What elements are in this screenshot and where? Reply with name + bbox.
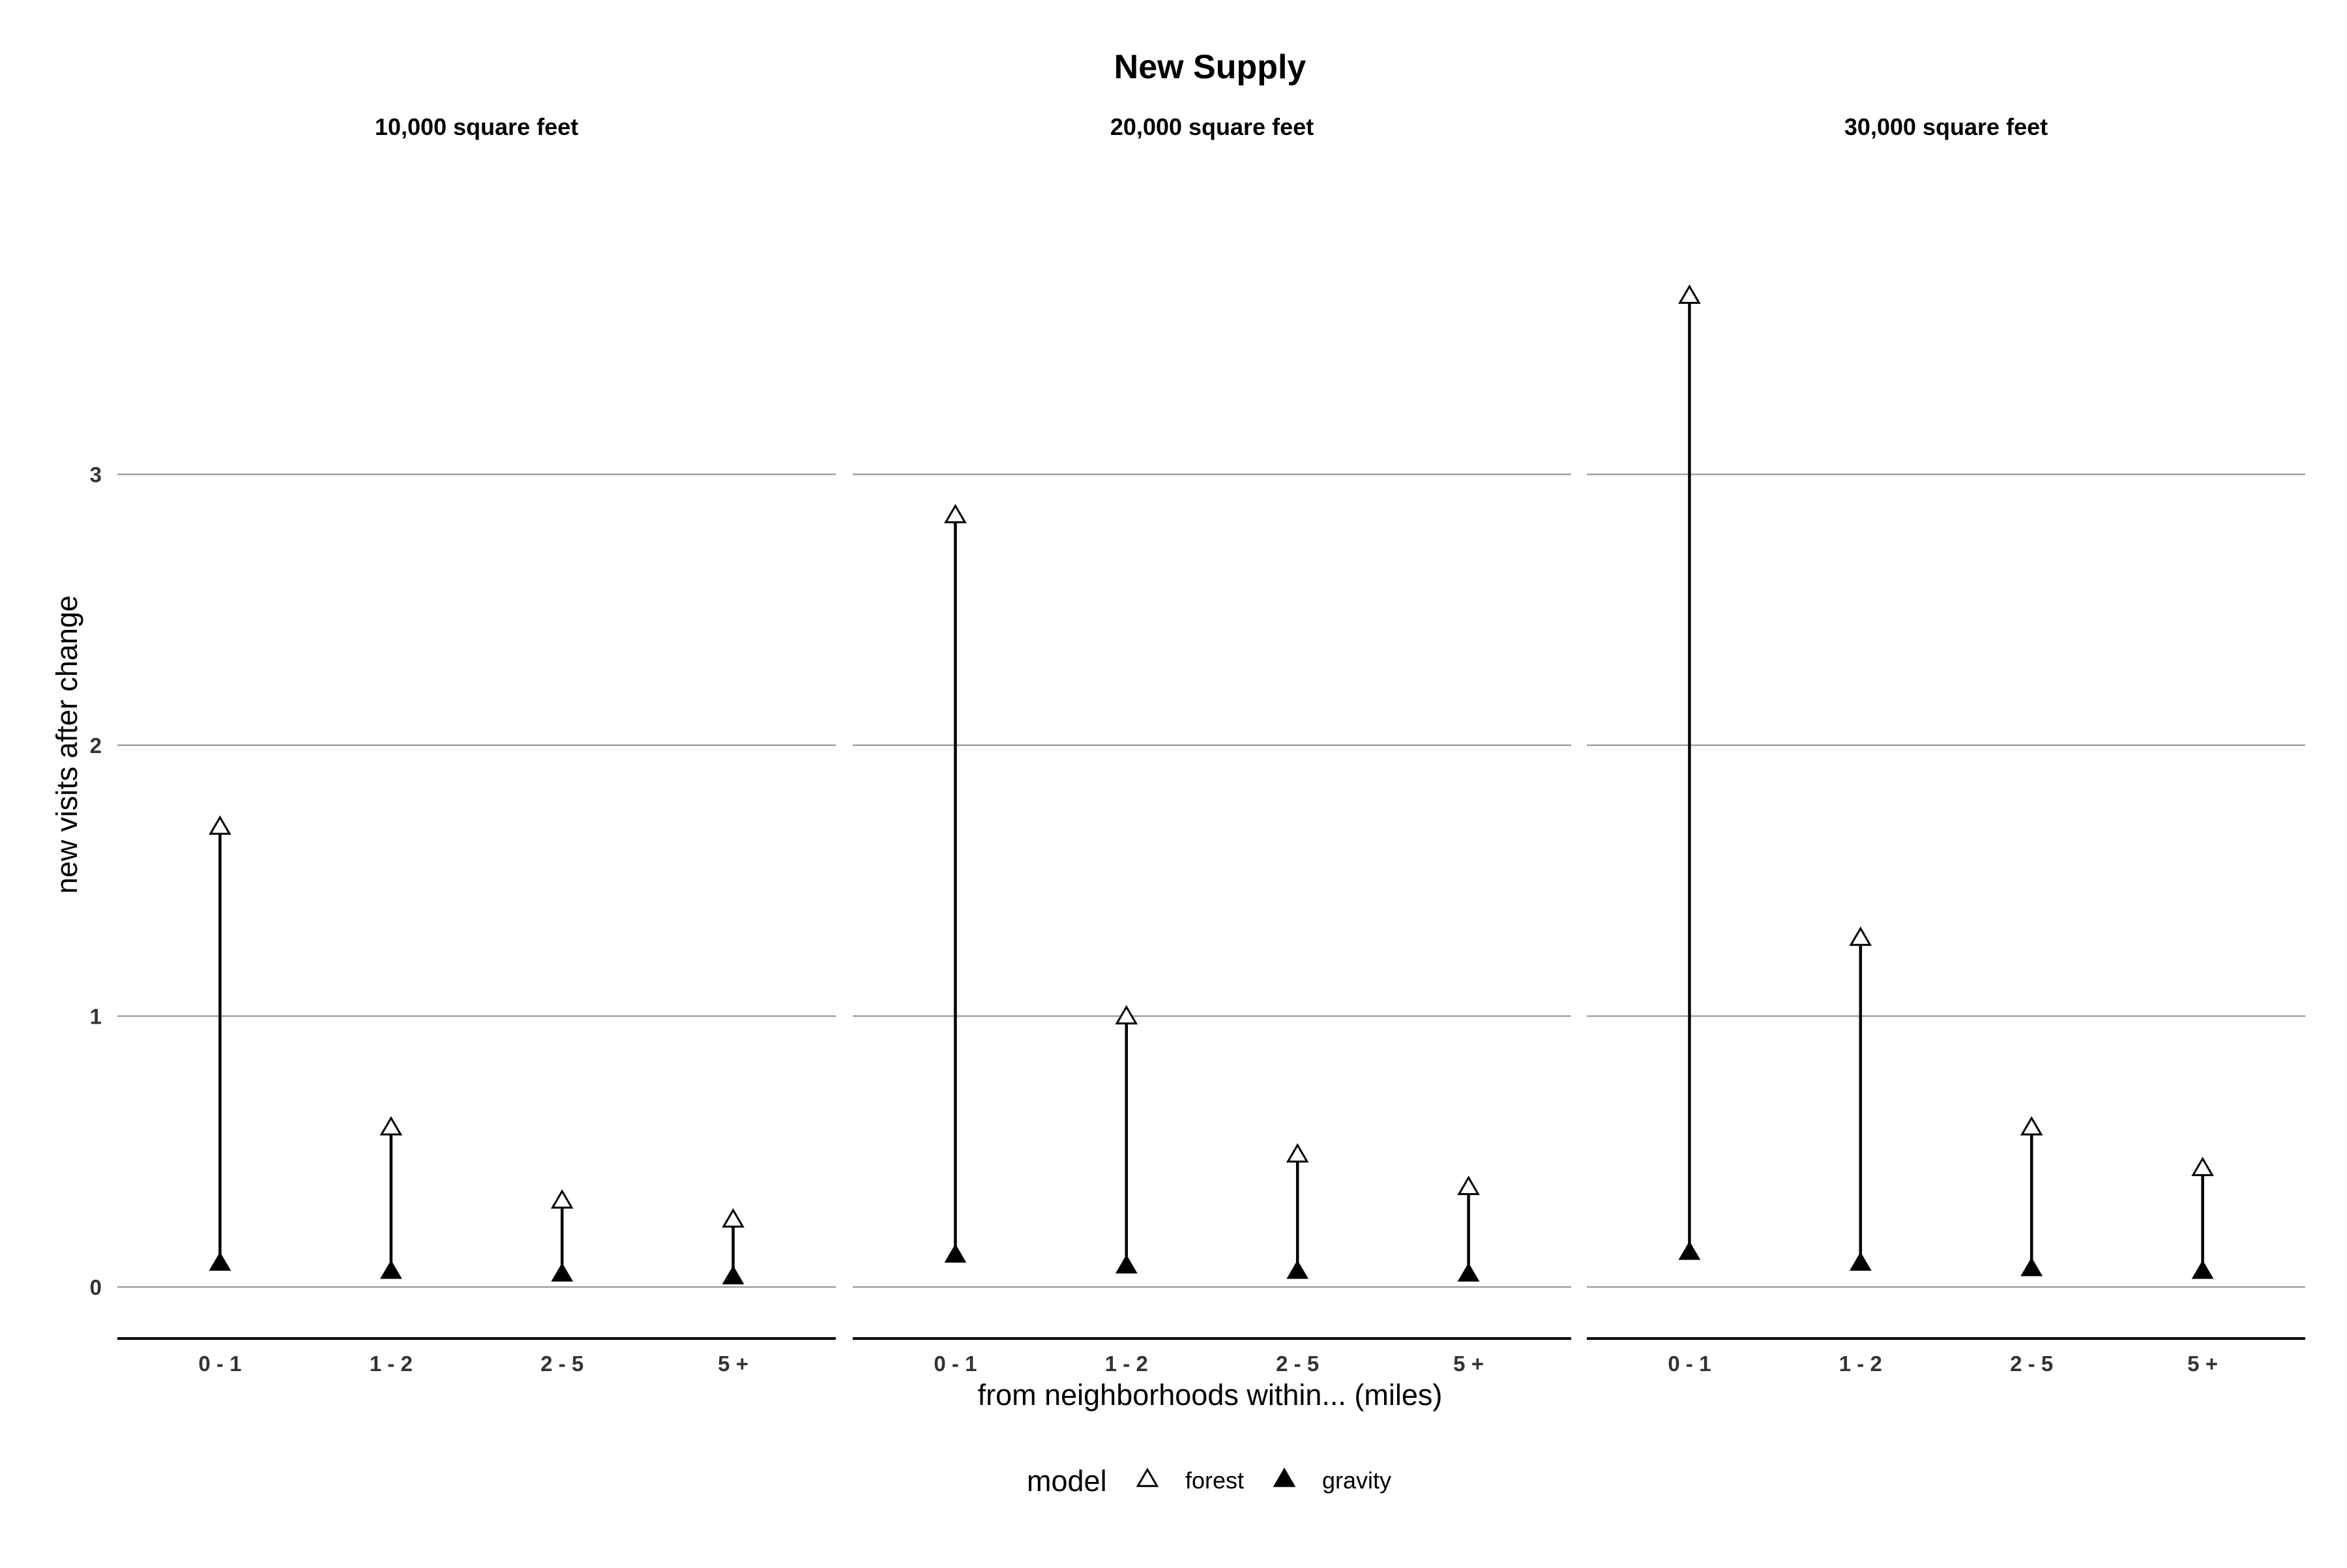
gravity-point [551,1262,574,1282]
facet-panel: 10,000 square feet 0 - 1 1 - 2 2 - 5 5 + [117,113,836,1376]
y-tick-label: 2 [90,733,102,758]
gravity-point [1286,1260,1309,1279]
forest-point [379,1116,403,1136]
facet-title: 20,000 square feet [1110,113,1314,140]
gravity-point [379,1260,402,1279]
forest-point [1678,284,1701,304]
forest-point [209,815,231,835]
x-tick-label: 1 - 2 [1839,1352,1882,1376]
x-tick-label: 0 - 1 [198,1352,241,1376]
facet-panel: 30,000 square feet 0 - 1 1 - 2 2 - 5 5 + [1587,113,2305,1376]
x-tick-label: 1 - 2 [370,1352,413,1376]
legend-key-gravity [1273,1468,1296,1487]
forest-point [2020,1116,2043,1136]
gravity-point [1457,1262,1480,1282]
x-tick-label: 0 - 1 [934,1352,977,1376]
forest-point [722,1208,745,1228]
x-tick-label: 2 - 5 [540,1352,583,1376]
legend-label-forest: forest [1185,1467,1244,1494]
forest-point [1115,1005,1138,1025]
forest-point [550,1189,574,1209]
forest-point [1457,1176,1480,1195]
gravity-point [722,1265,745,1284]
legend: model forest gravity [1027,1464,1391,1498]
gravity-point [1849,1252,1872,1271]
x-axis-title: from neighborhoods within... (miles) [978,1378,1443,1412]
gravity-point [209,1252,231,1271]
facet-title: 30,000 square feet [1844,113,2048,140]
chart-title: New Supply [1114,48,1306,86]
gravity-point [1115,1254,1138,1274]
y-axis-title: new visits after change [50,595,83,894]
legend-title: model [1027,1464,1107,1498]
gravity-point [2020,1257,2043,1277]
forest-point [1849,926,1872,946]
x-tick-label: 2 - 5 [2010,1352,2053,1376]
y-tick-label: 3 [90,463,102,487]
y-tick-label: 1 [90,1005,102,1029]
gravity-point [944,1243,967,1263]
x-tick-label: 5 + [1453,1352,1484,1376]
legend-label-gravity: gravity [1322,1467,1391,1494]
gravity-point [2191,1260,2214,1279]
facet-panel: 20,000 square feet 0 - 1 1 - 2 2 - 5 5 + [853,113,1571,1376]
legend-key-forest [1136,1468,1159,1487]
x-tick-label: 2 - 5 [1276,1352,1319,1376]
forest-point [2191,1157,2214,1176]
forest-point [1286,1143,1309,1163]
x-tick-label: 5 + [2187,1352,2218,1376]
y-tick-label: 0 [90,1275,102,1299]
forest-point [944,503,967,524]
x-tick-label: 1 - 2 [1105,1352,1148,1376]
x-tick-label: 0 - 1 [1668,1352,1711,1376]
gravity-point [1678,1241,1701,1260]
facet-title: 10,000 square feet [375,113,578,140]
x-tick-label: 5 + [718,1352,748,1376]
